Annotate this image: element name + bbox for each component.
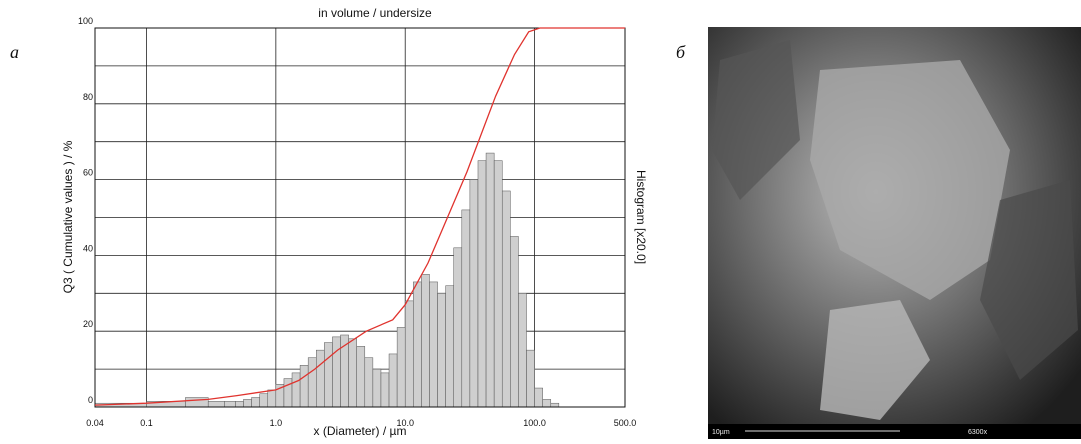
histogram-bar [477, 160, 487, 408]
histogram-bar [429, 281, 438, 408]
y-tick-label: 80 [83, 92, 93, 102]
histogram-bar [542, 399, 552, 408]
plot-frame [94, 27, 626, 408]
histogram-bar [453, 247, 463, 408]
histogram-bar [461, 209, 471, 408]
histogram-bar [243, 399, 252, 408]
histogram-bar [316, 349, 325, 408]
x-tick-label: 500.0 [614, 418, 637, 428]
histogram-bar [224, 401, 236, 408]
histogram-bar [251, 397, 260, 408]
histogram-bar [299, 365, 309, 408]
panel-label: б [676, 42, 686, 62]
histogram-bar [526, 349, 535, 408]
histogram-bar [396, 327, 406, 408]
y-tick-label: 60 [83, 168, 93, 178]
histogram-bar [324, 342, 333, 408]
histogram-bar [185, 397, 209, 408]
histogram-bar [493, 160, 503, 408]
histogram-bar [388, 353, 398, 408]
x-tick-label: 0.04 [86, 418, 104, 428]
histogram-bar [372, 368, 382, 408]
y-axis-label: Q3 ( Cumulative values ) / % [61, 140, 75, 293]
histogram-bar [332, 336, 341, 408]
histogram-bar [501, 190, 511, 408]
histogram-bar [348, 338, 357, 408]
histogram-bar [550, 402, 560, 408]
histogram-bar [267, 389, 277, 408]
x-tick-label: 1.0 [270, 418, 283, 428]
histogram-bar [421, 274, 430, 408]
histogram-bar [356, 346, 366, 408]
histogram-bar [445, 285, 454, 408]
histogram-bar [510, 236, 519, 408]
histogram-bar [437, 293, 446, 408]
sem-image [708, 27, 1081, 439]
scale-label: 10µm [712, 429, 730, 436]
histogram-bar [485, 152, 495, 408]
panel-label: а [10, 42, 19, 62]
histogram-bar [235, 401, 244, 408]
histogram-bar [307, 357, 317, 408]
histogram-bar [380, 372, 390, 408]
histogram-bar [469, 179, 479, 408]
y-tick-label: 100 [78, 16, 93, 26]
chart-title: in volume / undersize [318, 6, 432, 20]
x-tick-label: 100.0 [523, 418, 546, 428]
cumulative-line [94, 27, 625, 406]
y2-axis-label: Histogram [x20.0] [634, 170, 648, 264]
magnification: 6300x [968, 429, 988, 436]
y-tick-label: 0 [88, 395, 93, 405]
histogram-bar [518, 293, 527, 408]
x-axis-label: x (Diameter) / µm [314, 424, 407, 438]
histogram-bar [283, 378, 293, 408]
histogram-bar [291, 372, 301, 408]
y-tick-label: 40 [83, 243, 93, 253]
histogram-bar [534, 387, 543, 408]
x-tick-label: 0.1 [140, 418, 153, 428]
x-tick-label: 10.0 [396, 418, 414, 428]
histogram-bar [259, 393, 269, 408]
histogram-bar [207, 401, 225, 408]
histogram-bar [413, 281, 422, 408]
histogram-bar [404, 300, 414, 408]
histogram-bar [364, 357, 374, 408]
y-tick-label: 20 [83, 319, 93, 329]
